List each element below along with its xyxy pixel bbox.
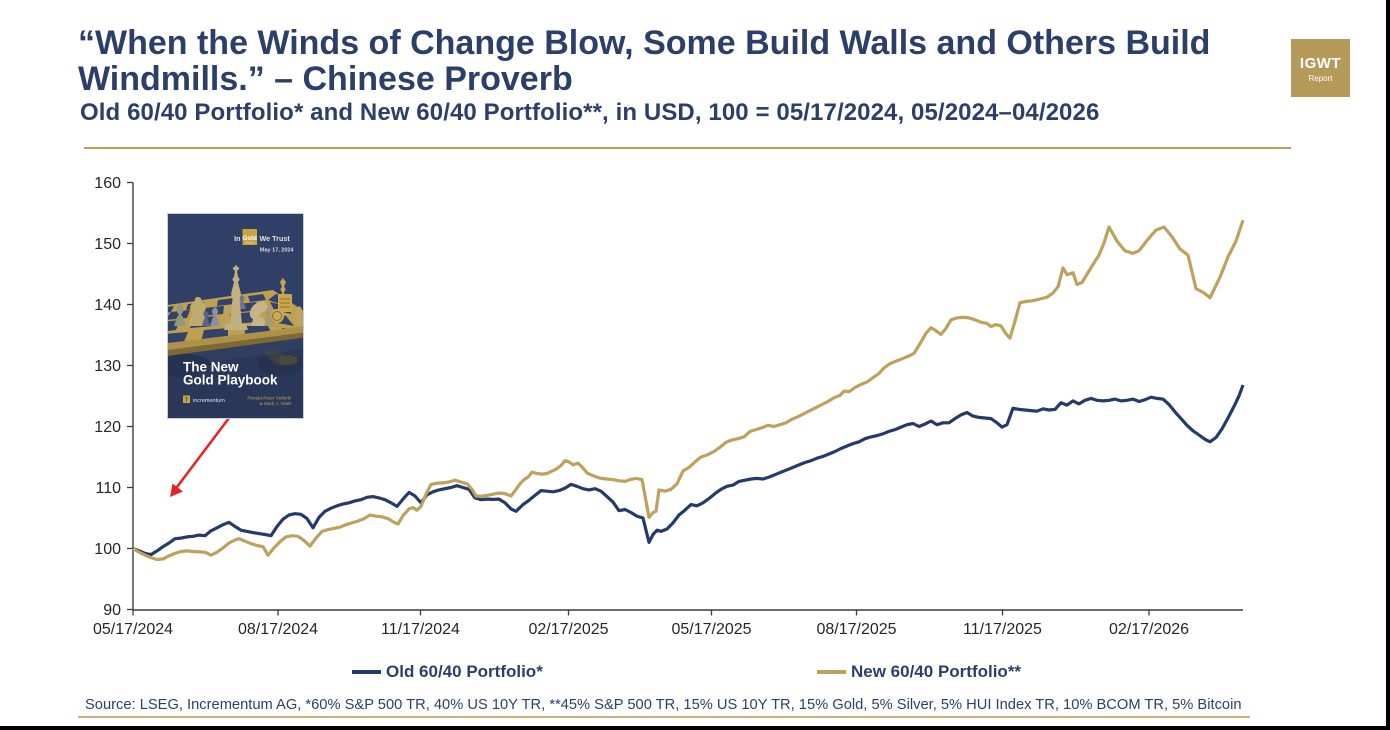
svg-text:The New: The New [183,360,239,375]
svg-text:08/17/2025: 08/17/2025 [816,621,896,638]
svg-text:08/17/2024: 08/17/2024 [238,621,318,638]
svg-text:02/17/2026: 02/17/2026 [1109,621,1189,638]
svg-text:Report: Report [245,241,254,245]
svg-text:150: 150 [94,236,121,253]
svg-text:05/17/2025: 05/17/2025 [671,621,751,638]
svg-text:In: In [234,234,240,243]
svg-text:90: 90 [103,602,121,619]
svg-text:02/17/2025: 02/17/2025 [528,621,608,638]
svg-text:Gold Playbook: Gold Playbook [183,372,278,387]
svg-text:140: 140 [94,297,121,314]
svg-text:11/17/2024: 11/17/2024 [381,621,460,638]
svg-text:110: 110 [95,480,121,497]
svg-text:Gold: Gold [242,235,257,242]
svg-text:05/17/2024: 05/17/2024 [93,621,173,638]
svg-text:We Trust: We Trust [260,234,291,243]
svg-text:11/17/2025: 11/17/2025 [963,621,1042,638]
svg-text:100: 100 [94,541,121,558]
svg-text:May 17, 2024: May 17, 2024 [260,248,295,254]
svg-text:Ronald-Peter Stöferle: Ronald-Peter Stöferle [247,396,292,401]
svg-text:120: 120 [94,419,121,436]
svg-text:T: T [185,398,188,404]
svg-text:& Mark J. Valek: & Mark J. Valek [260,401,293,406]
svg-text:160: 160 [94,175,121,192]
svg-text:incrementum: incrementum [193,398,225,404]
svg-text:130: 130 [94,358,121,375]
